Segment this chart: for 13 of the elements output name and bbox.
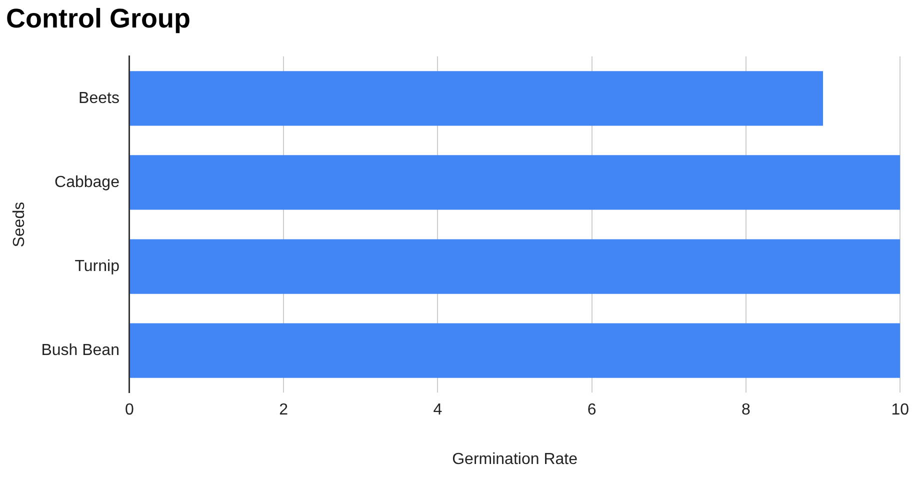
x-tick-label: 0 [125,402,134,419]
y-tick-label: Cabbage [54,174,120,191]
y-tick-label: Turnip [74,258,120,275]
y-tick-label: Bush Bean [41,342,120,359]
x-tick-label: 10 [891,402,910,419]
y-axis-title: Seeds [11,202,28,248]
x-tick-label: 8 [742,402,751,419]
x-tick-label: 6 [587,402,596,419]
x-tick-label: 2 [279,402,288,419]
x-tick-label: 4 [433,402,442,419]
x-axis-title: Germination Rate [452,450,578,468]
chart-title: Control Group [6,4,190,34]
y-tick-label: Beets [78,90,120,107]
